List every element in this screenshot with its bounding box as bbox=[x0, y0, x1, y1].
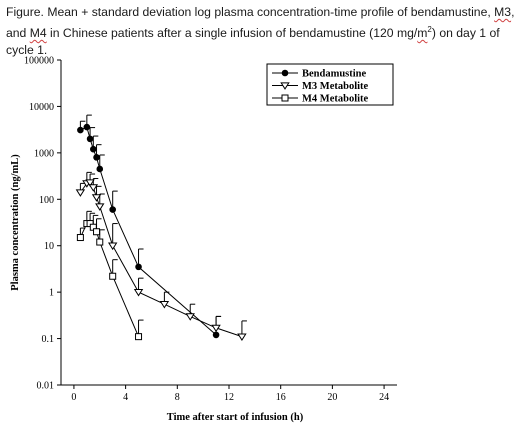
data-point bbox=[90, 145, 97, 153]
data-point bbox=[96, 165, 104, 173]
data-point bbox=[133, 288, 144, 297]
data-point bbox=[211, 324, 221, 333]
data-point bbox=[76, 234, 84, 242]
data-point bbox=[77, 126, 84, 134]
chart-series bbox=[75, 114, 247, 342]
legend-label: M3 Metabolite bbox=[302, 81, 369, 92]
data-point bbox=[185, 313, 195, 321]
legend-label: Bendamustine bbox=[302, 69, 367, 80]
x-tick-label: 16 bbox=[276, 392, 286, 403]
x-tick-label: 0 bbox=[71, 392, 76, 403]
data-point bbox=[135, 333, 143, 341]
x-tick-label: 4 bbox=[123, 392, 128, 403]
data-point bbox=[75, 189, 86, 197]
legend-marker bbox=[281, 94, 289, 102]
legend-marker bbox=[281, 69, 289, 77]
data-point bbox=[85, 179, 95, 187]
data-point bbox=[93, 228, 101, 236]
data-point bbox=[88, 184, 99, 192]
y-tick-label: 1000 bbox=[34, 148, 54, 159]
data-point bbox=[159, 301, 170, 309]
y-tick-label: 0.1 bbox=[42, 334, 55, 345]
y-tick-label: 1 bbox=[49, 288, 54, 299]
data-point bbox=[135, 263, 142, 271]
series-line bbox=[79, 223, 139, 337]
x-tick-label: 20 bbox=[327, 392, 337, 403]
caption-m4: M4 bbox=[29, 26, 47, 41]
series-3 bbox=[76, 210, 144, 341]
x-tick-label: 12 bbox=[224, 392, 234, 403]
data-point bbox=[109, 206, 116, 213]
caption-m3: M3 bbox=[494, 5, 512, 19]
data-point bbox=[93, 154, 100, 161]
y-tick-label: 100 bbox=[39, 195, 54, 206]
legend-marker bbox=[280, 82, 290, 90]
series-line bbox=[79, 181, 243, 338]
data-point bbox=[109, 272, 117, 280]
y-tick-label: 10000 bbox=[29, 102, 54, 113]
data-point bbox=[95, 203, 105, 211]
data-point bbox=[83, 123, 91, 131]
data-point bbox=[91, 194, 102, 202]
series-2 bbox=[75, 171, 247, 342]
y-axis-label: Plasma concentration (ng/mL) bbox=[10, 154, 21, 291]
data-point bbox=[96, 238, 104, 246]
chart-axes: 0.01 0.1 1 10 100 1000 10000 100000 0 4 8 12 16 20 24 bbox=[24, 56, 397, 403]
y-tick-label: 100000 bbox=[24, 56, 54, 67]
x-tick-label: 24 bbox=[379, 392, 389, 403]
data-point bbox=[107, 242, 118, 251]
y-tick-label: 0.01 bbox=[37, 381, 55, 392]
legend-label: M4 Metabolite bbox=[302, 94, 369, 105]
x-tick-label: 8 bbox=[175, 392, 180, 403]
data-point bbox=[86, 135, 94, 143]
data-point bbox=[237, 333, 247, 342]
figure-caption: Figure. Mean + standard deviation log pl… bbox=[6, 5, 515, 58]
data-point bbox=[212, 331, 220, 339]
x-axis-label: Time after start of infusion (h) bbox=[167, 412, 304, 423]
y-tick-label: 10 bbox=[44, 241, 54, 252]
series-line bbox=[80, 126, 217, 336]
series-1 bbox=[77, 114, 222, 339]
